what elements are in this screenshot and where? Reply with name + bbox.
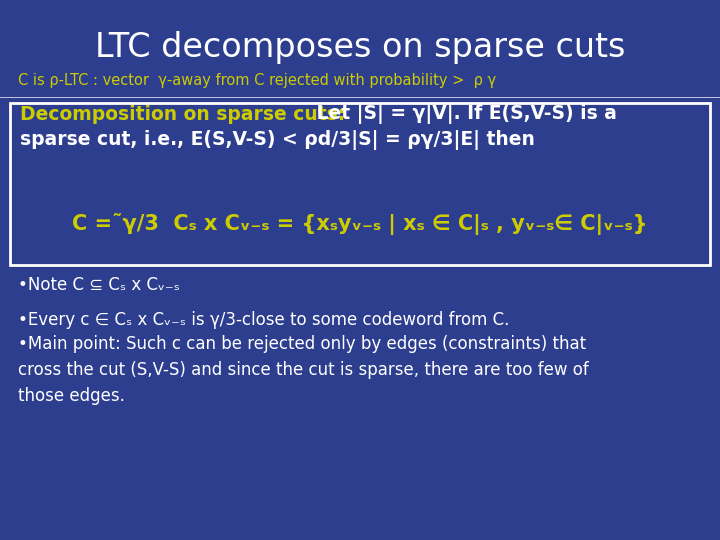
- Text: •Main point: Such c can be rejected only by edges (constraints) that
cross the c: •Main point: Such c can be rejected only…: [18, 335, 589, 406]
- Text: C is ρ-LTC : vector  γ-away from C rejected with probability >  ρ γ: C is ρ-LTC : vector γ-away from C reject…: [18, 73, 496, 89]
- Text: •Note C ⊆ Cₛ x Cᵥ₋ₛ: •Note C ⊆ Cₛ x Cᵥ₋ₛ: [18, 276, 180, 294]
- Text: Let |S| = γ|V|. If E(S,V-S) is a: Let |S| = γ|V|. If E(S,V-S) is a: [310, 104, 617, 124]
- Text: Decomposition on sparse cuts:: Decomposition on sparse cuts:: [20, 105, 346, 124]
- Text: •Every c ∈ Cₛ x Cᵥ₋ₛ is γ/3-close to some codeword from C.: •Every c ∈ Cₛ x Cᵥ₋ₛ is γ/3-close to som…: [18, 311, 509, 329]
- Text: sparse cut, i.e., E(S,V-S) < ρd/3|S| = ργ/3|E| then: sparse cut, i.e., E(S,V-S) < ρd/3|S| = ρ…: [20, 130, 535, 150]
- Text: LTC decomposes on sparse cuts: LTC decomposes on sparse cuts: [95, 30, 625, 64]
- Text: C =˜γ/3  Cₛ x Cᵥ₋ₛ = {xₛyᵥ₋ₛ | xₛ ∈ C|ₛ , yᵥ₋ₛ∈ C|ᵥ₋ₛ}: C =˜γ/3 Cₛ x Cᵥ₋ₛ = {xₛyᵥ₋ₛ | xₛ ∈ C|ₛ ,…: [72, 213, 648, 235]
- FancyBboxPatch shape: [10, 103, 710, 265]
